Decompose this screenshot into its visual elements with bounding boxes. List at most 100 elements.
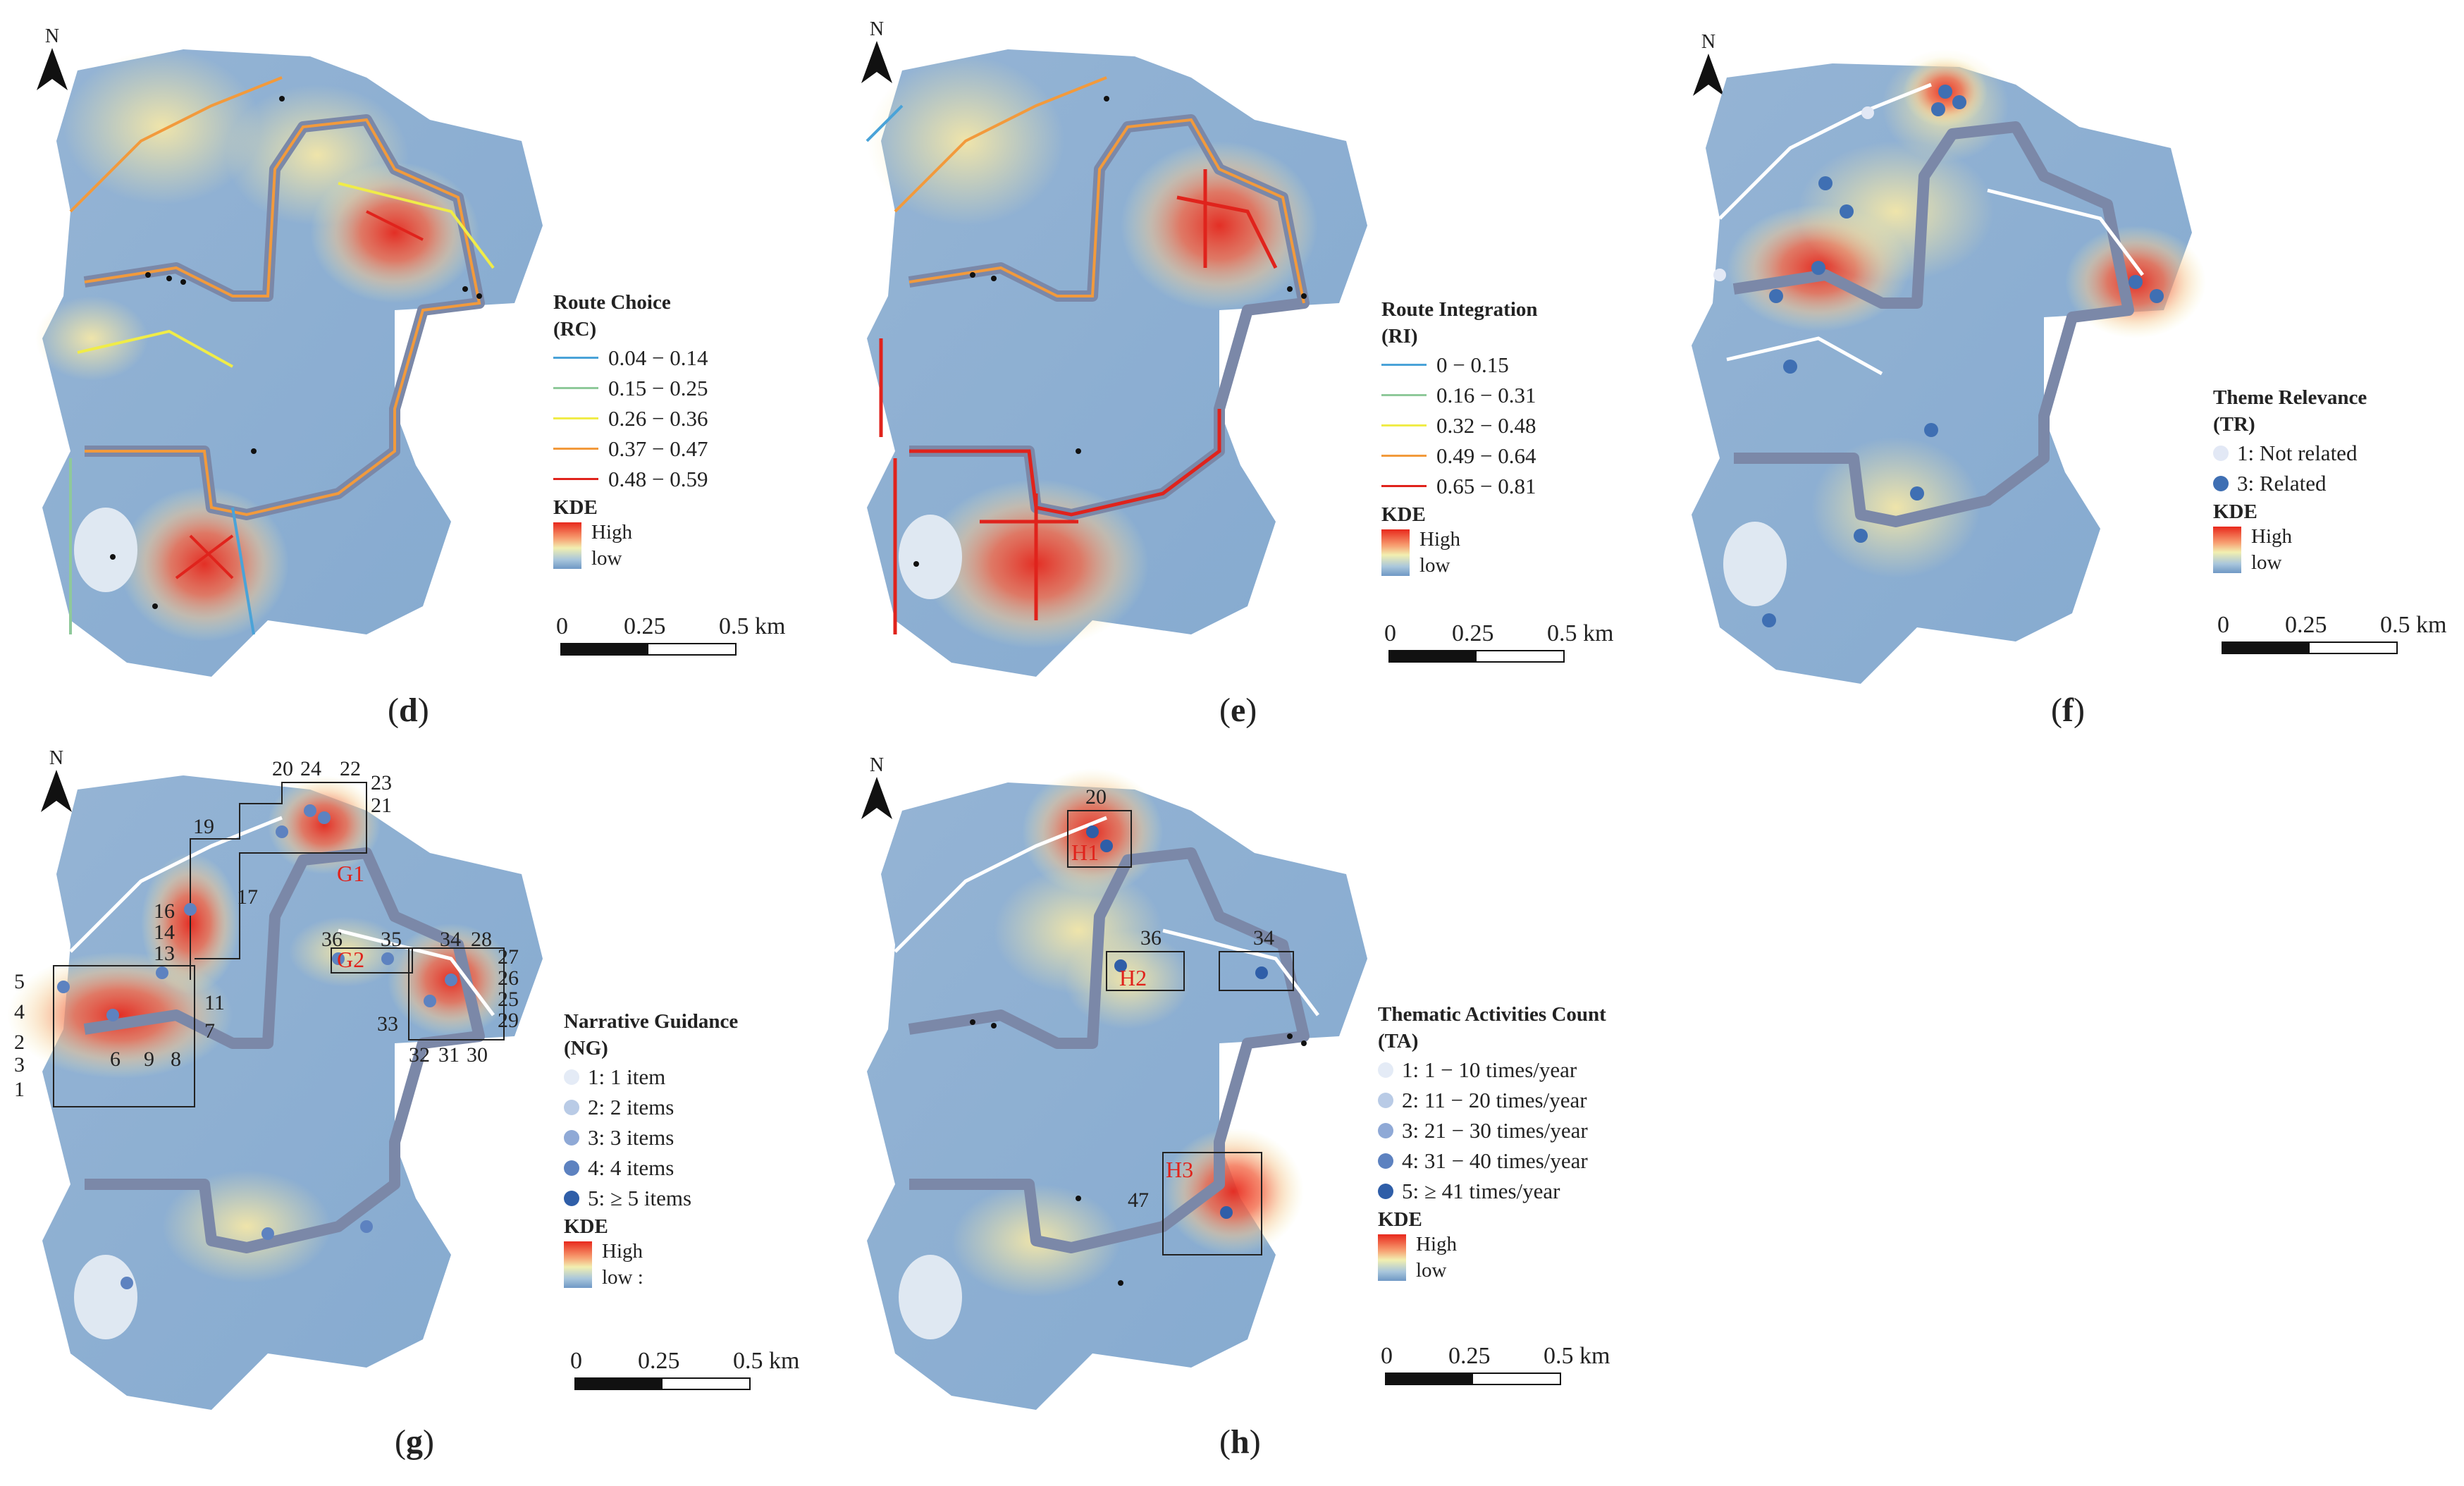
map-number: 47: [1128, 1189, 1149, 1212]
panel-d: N Route Choice (RC) 0.04 − 0.14 0.15 − 0…: [0, 0, 818, 729]
map-number: 33: [377, 1012, 398, 1036]
map-number: 11: [204, 991, 225, 1014]
map-number: 9: [144, 1048, 154, 1071]
north-arrow-icon: [41, 770, 72, 812]
map-number: 32: [409, 1043, 430, 1067]
map-number: 4: [14, 1000, 25, 1024]
legend-item: 5: ≥ 5 items: [564, 1183, 738, 1213]
map-number: 34: [1253, 926, 1274, 950]
map-number: 1: [14, 1078, 25, 1101]
map-number: 22: [340, 757, 361, 780]
map-number: 35: [381, 928, 402, 951]
map-number: 7: [204, 1019, 215, 1043]
legend-item: 0.32 − 0.48: [1381, 410, 1538, 441]
legend-item: 0.26 − 0.36: [553, 403, 708, 434]
map-number: 24: [300, 757, 321, 780]
legend-item: 2: 2 items: [564, 1092, 738, 1122]
map-number: 27: [498, 945, 519, 969]
panel-h: N 20 36 34 47 H1 H2 H3 Thematic Ac: [825, 747, 1642, 1473]
legend-item: 0.04 − 0.14: [553, 343, 708, 373]
north-arrow: N: [35, 747, 78, 816]
map-number: 34: [440, 928, 461, 951]
map-number: 6: [110, 1048, 121, 1071]
map-number: 8: [171, 1048, 181, 1071]
map-d: [35, 49, 543, 677]
map-number: 20: [1085, 785, 1107, 809]
scale-bar: 0 0.25 0.5 km: [556, 613, 785, 656]
kde-legend: High low: [553, 522, 708, 569]
panel-label-d: (d): [388, 692, 429, 729]
panel-f: N Theme Relevance (TR) 1: Not related 3:…: [1649, 0, 2464, 729]
legend-item: 0.15 − 0.25: [553, 373, 708, 403]
kde-legend: High low: [1378, 1234, 1606, 1281]
legend-item: 0 − 0.15: [1381, 350, 1538, 380]
box-label: G2: [337, 947, 364, 972]
map-e: [866, 49, 1367, 677]
legend-item: 0.16 − 0.31: [1381, 380, 1538, 410]
map-number: 13: [154, 942, 175, 965]
map-number: 3: [14, 1053, 25, 1076]
map-g: 20 24 22 23 21 19 17 16 14 13 11 7 5 4 2…: [7, 757, 543, 1410]
north-arrow-icon: [861, 777, 892, 819]
north-arrow: N: [856, 18, 898, 87]
group-box: [53, 965, 195, 1107]
legend-h: Thematic Activities Count (TA) 1: 1 − 10…: [1378, 1003, 1606, 1282]
map-h: 20 36 34 47 H1 H2 H3: [867, 768, 1367, 1410]
legend-item: 3: 3 items: [564, 1122, 738, 1153]
legend-item: 1: Not related: [2213, 438, 2367, 468]
scale-bar: 0 0.25 0.5 km: [1381, 1343, 1610, 1385]
legend-item: 0.65 − 0.81: [1381, 471, 1538, 501]
scale-bar: 0 0.25 0.5 km: [2217, 612, 2446, 654]
map-number: 36: [321, 928, 343, 951]
box-label: G1: [337, 861, 364, 886]
legend-g: Narrative Guidance (NG) 1: 1 item 2: 2 i…: [564, 1010, 739, 1289]
map-number: 5: [14, 970, 25, 993]
map-number: 31: [438, 1043, 460, 1067]
map-number: 14: [154, 921, 175, 944]
north-arrow: N: [31, 25, 73, 94]
legend-item: 4: 4 items: [564, 1153, 738, 1183]
box-label: H3: [1166, 1157, 1193, 1182]
map-number: 17: [237, 885, 258, 909]
legend-item: 3: 21 − 30 times/year: [1378, 1115, 1606, 1146]
legend-item: 0.49 − 0.64: [1381, 441, 1538, 471]
legend-item: 0.37 − 0.47: [553, 434, 708, 464]
legend-item: 5: ≥ 41 times/year: [1378, 1176, 1606, 1206]
north-arrow-icon: [861, 41, 892, 83]
legend-item: 1: 1 − 10 times/year: [1378, 1055, 1606, 1085]
panel-label-e: (e): [1219, 692, 1257, 729]
box-label: H1: [1071, 840, 1099, 865]
scale-bar: 0 0.25 0.5 km: [1384, 620, 1613, 663]
legend-item: 1: 1 item: [564, 1062, 738, 1092]
legend-e: Route Integration (RI) 0 − 0.15 0.16 − 0…: [1381, 298, 1538, 577]
legend-item: 0.48 − 0.59: [553, 464, 708, 494]
map-number: 23: [371, 771, 392, 794]
legend-item: 4: 31 − 40 times/year: [1378, 1146, 1606, 1176]
map-number: 16: [154, 899, 175, 923]
panel-label-g: (g): [395, 1423, 434, 1461]
map-number: 19: [193, 815, 214, 838]
panel-label-h: (h): [1219, 1423, 1261, 1461]
north-arrow: N: [856, 754, 898, 823]
panel-label-f: (f): [2051, 692, 2085, 729]
legend-d: Route Choice (RC) 0.04 − 0.14 0.15 − 0.2…: [553, 291, 708, 570]
kde-legend: High low :: [564, 1241, 738, 1288]
panel-g: N 20 24 22 23 21 19 17 16 14 13: [0, 747, 818, 1473]
kde-legend: High low: [1381, 529, 1538, 576]
box-label: H2: [1119, 965, 1147, 990]
panel-e: N Route Integration (RI) 0 − 0.15 0.16 −…: [825, 0, 1642, 729]
map-number: 29: [498, 1009, 519, 1032]
north-arrow-icon: [1693, 54, 1724, 96]
legend-item: 2: 11 − 20 times/year: [1378, 1085, 1606, 1115]
map-number: 26: [498, 966, 519, 990]
map-number: 28: [471, 928, 492, 951]
scale-bar: 0 0.25 0.5 km: [570, 1348, 799, 1390]
map-number: 21: [371, 794, 392, 817]
map-number: 30: [467, 1043, 488, 1067]
north-arrow-icon: [37, 48, 68, 90]
kde-legend: High low: [2213, 527, 2367, 573]
map-number: 2: [14, 1031, 25, 1054]
legend-item: 3: Related: [2213, 468, 2367, 498]
map-number: 36: [1140, 926, 1162, 950]
north-arrow: N: [1687, 31, 1730, 99]
